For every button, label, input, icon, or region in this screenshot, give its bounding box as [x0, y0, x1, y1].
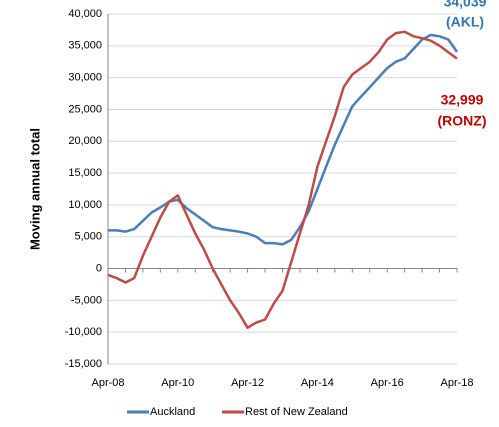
- series-line: [107, 30, 458, 329]
- y-tick-label: 30,000: [68, 72, 102, 84]
- y-tick-label: 20,000: [68, 135, 102, 147]
- y-tick-label: 5,000: [74, 231, 102, 243]
- x-tick-label: Apr-08: [91, 377, 124, 389]
- y-tick-label: -10,000: [65, 326, 102, 338]
- y-tick-label: -15,000: [65, 358, 102, 370]
- x-tick-label: Apr-12: [231, 377, 264, 389]
- x-tick-label: Apr-10: [161, 377, 194, 389]
- series-line: [108, 33, 459, 246]
- y-axis-label: Moving annual total: [27, 128, 42, 250]
- y-tick-label: -5,000: [71, 294, 102, 306]
- annotation: 34,039: [444, 0, 487, 10]
- x-tick-label: Apr-14: [301, 377, 334, 389]
- y-tick-label: 10,000: [68, 199, 102, 211]
- annotation: (AKL): [446, 14, 484, 30]
- x-tick-label: Apr-16: [371, 377, 404, 389]
- legend-label: Rest of New Zealand: [245, 406, 348, 418]
- y-tick-label: 0: [96, 262, 102, 274]
- y-tick-label: 25,000: [68, 103, 102, 115]
- y-tick-label: 35,000: [68, 40, 102, 52]
- legend-label: Auckland: [150, 406, 195, 418]
- y-tick-label: 40,000: [68, 8, 102, 20]
- annotation: 32,999: [441, 92, 484, 108]
- x-tick-label: Apr-18: [440, 377, 473, 389]
- annotation: (RONZ): [438, 113, 487, 129]
- y-tick-label: 15,000: [68, 167, 102, 179]
